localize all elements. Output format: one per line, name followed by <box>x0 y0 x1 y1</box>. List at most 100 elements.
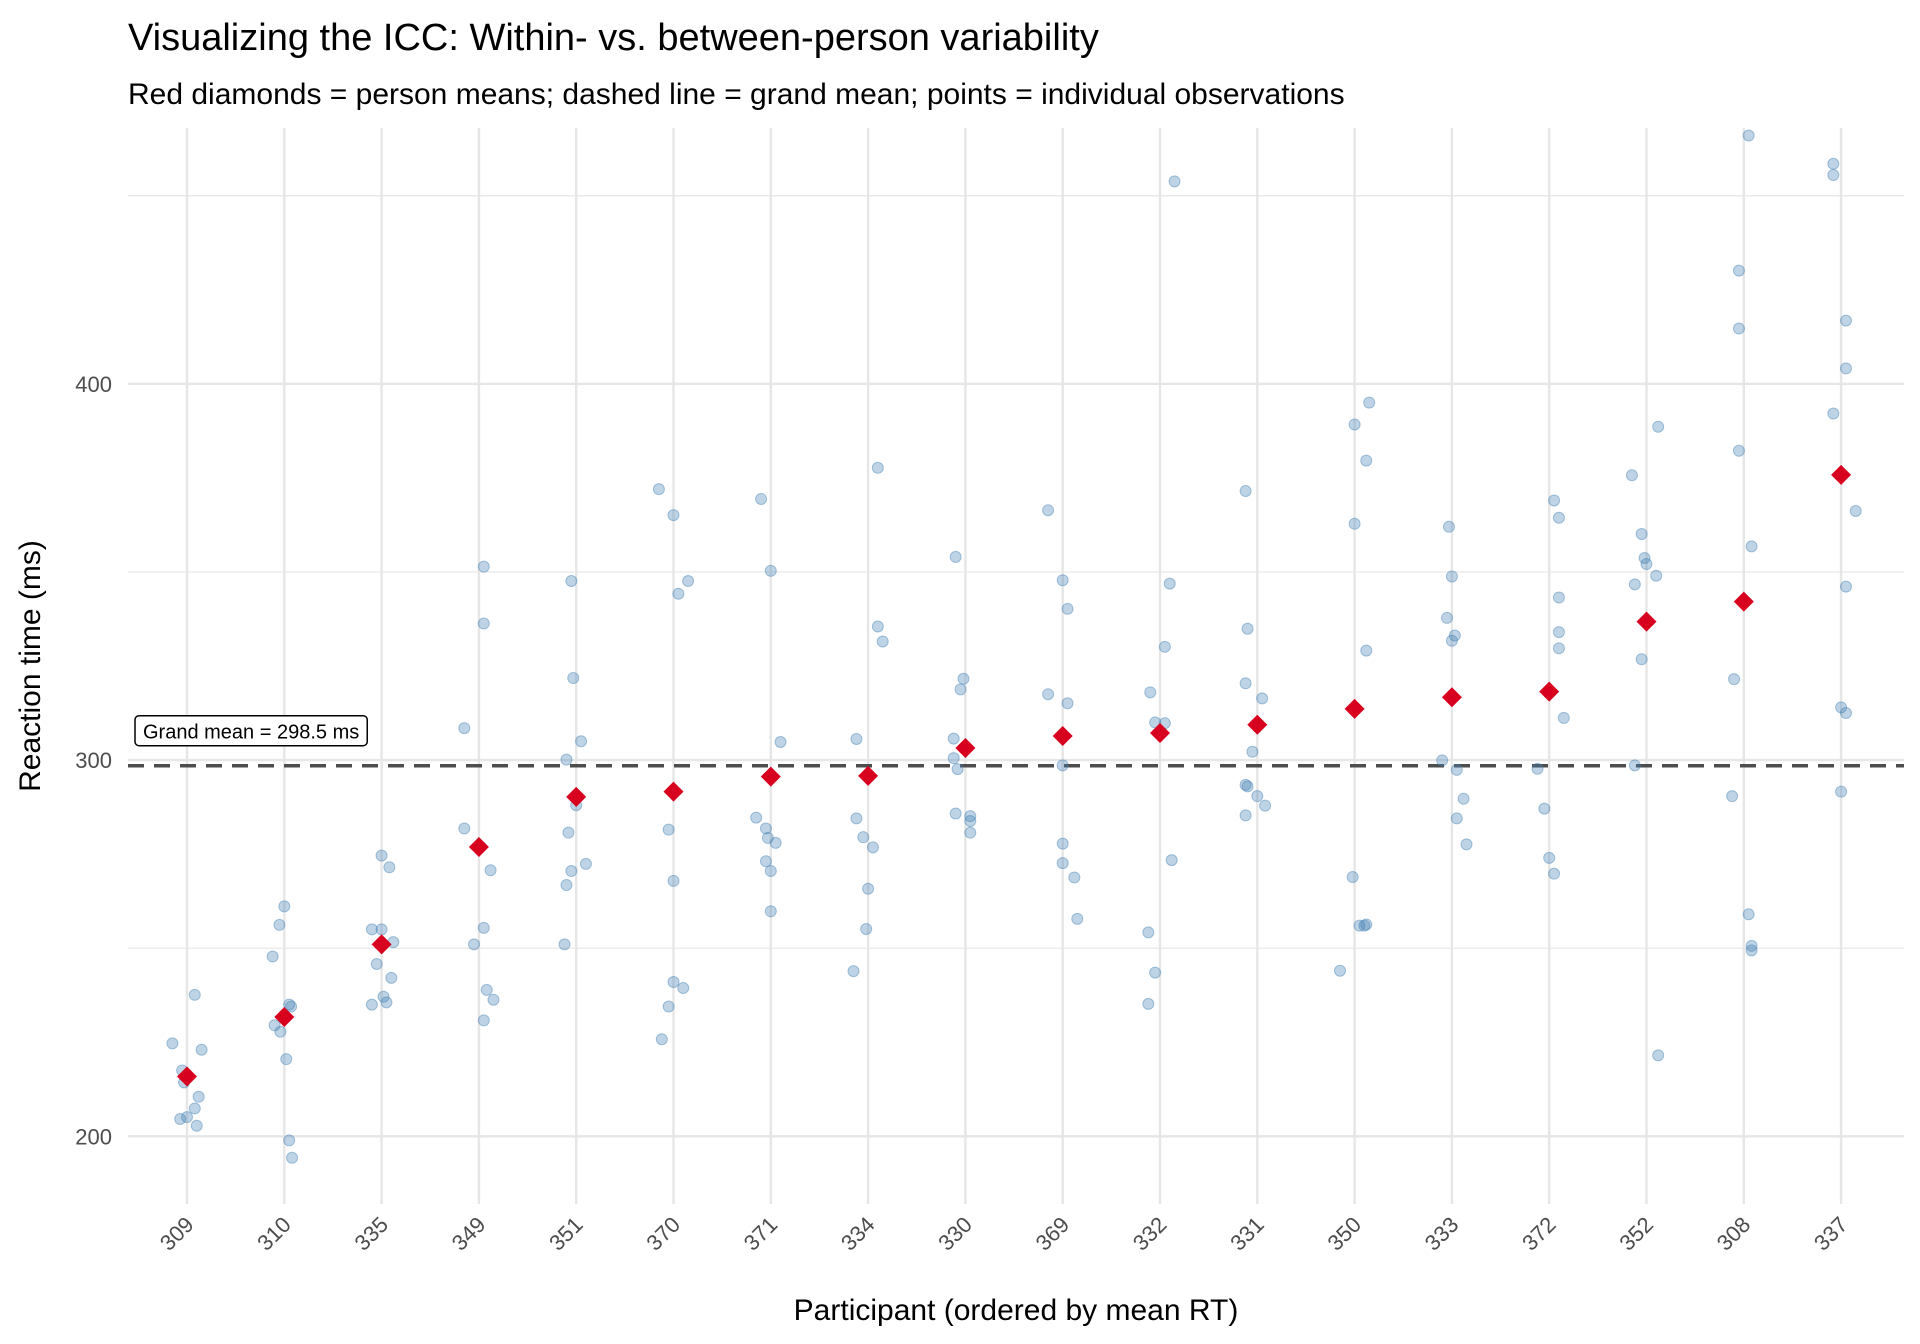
observation-point <box>1839 362 1852 375</box>
observation-point <box>1348 517 1361 530</box>
observation-point <box>560 878 573 891</box>
observation-point <box>1625 469 1638 482</box>
observation-point <box>1835 785 1848 798</box>
observation-point <box>1363 396 1376 409</box>
observation-point <box>947 752 960 765</box>
x-tick-label: 332 <box>1128 1212 1172 1256</box>
y-axis-ticks: 200 300 400 <box>75 372 112 1149</box>
observation-point <box>1640 558 1653 571</box>
observation-point <box>677 982 690 995</box>
observation-point <box>565 574 578 587</box>
observation-point <box>1745 944 1758 957</box>
observation-point <box>477 560 490 573</box>
observation-point <box>558 938 571 951</box>
observation-point <box>166 1037 179 1050</box>
x-tick-label: 310 <box>252 1212 296 1256</box>
person-mean-diamond <box>274 1007 295 1028</box>
observation-point <box>1259 799 1272 812</box>
x-axis-title: Participant (ordered by mean RT) <box>794 1294 1239 1327</box>
observation-point <box>385 971 398 984</box>
observation-point <box>1442 520 1455 533</box>
observation-point <box>579 857 592 870</box>
observation-point <box>375 849 388 862</box>
observation-point <box>1241 780 1254 793</box>
person-mean-diamond <box>1441 687 1462 708</box>
observation-point <box>1538 802 1551 815</box>
observation-point <box>1638 552 1651 565</box>
observation-point <box>1149 966 1162 979</box>
observation-point <box>876 635 889 648</box>
x-tick-label: 335 <box>349 1212 393 1256</box>
observation-point <box>1142 997 1155 1010</box>
observation-point <box>458 822 471 835</box>
observation-point <box>560 753 573 766</box>
x-tick-label: 349 <box>447 1212 491 1256</box>
observation-point <box>1334 964 1347 977</box>
observation-point <box>871 461 884 474</box>
observation-point <box>365 998 378 1011</box>
observation-point <box>964 810 977 823</box>
person-mean-diamond <box>371 934 392 955</box>
observation-point <box>1251 790 1264 803</box>
observation-point <box>1163 577 1176 590</box>
observation-point <box>1827 157 1840 170</box>
observation-point <box>283 1134 296 1147</box>
observation-point <box>1652 1049 1665 1062</box>
observation-point <box>850 732 863 745</box>
observation-point <box>652 483 665 496</box>
observation-point <box>1056 759 1069 772</box>
y-axis-title: Reaction time (ms) <box>14 540 47 792</box>
x-tick-label: 333 <box>1420 1212 1464 1256</box>
observation-point <box>1552 591 1565 604</box>
observation-point <box>285 1000 298 1013</box>
observation-point <box>954 683 967 696</box>
observation-point <box>1450 812 1463 825</box>
observation-point <box>759 822 772 835</box>
observation-point <box>1056 857 1069 870</box>
person-mean-diamond <box>468 836 489 857</box>
observation-point <box>1835 701 1848 714</box>
observation-point <box>847 965 860 978</box>
observation-point <box>1635 653 1648 666</box>
observation-point <box>1165 854 1178 867</box>
observation-point <box>1552 642 1565 655</box>
grand-mean-label-box <box>134 714 368 747</box>
observation-point <box>458 722 471 735</box>
observation-point <box>1144 686 1157 699</box>
observation-point <box>1628 578 1641 591</box>
observation-point <box>672 587 685 600</box>
observation-point <box>1241 622 1254 635</box>
observation-point <box>1168 175 1181 188</box>
observation-point <box>964 826 977 839</box>
observation-point <box>682 574 695 587</box>
observation-point <box>1239 485 1252 498</box>
person-mean-diamond <box>1831 464 1852 485</box>
observation-point <box>383 861 396 874</box>
x-tick-label: 350 <box>1322 1212 1366 1256</box>
person-mean-diamond <box>1344 698 1365 719</box>
observation-point <box>947 732 960 745</box>
observation-point <box>1360 454 1373 467</box>
observation-point <box>188 1102 201 1115</box>
observation-point <box>759 855 772 868</box>
observation-point <box>1436 754 1449 767</box>
observation-point <box>1239 809 1252 822</box>
observation-point <box>1256 692 1269 705</box>
observation-point <box>667 874 680 887</box>
observation-point <box>1742 908 1755 921</box>
person-mean-diamond <box>1247 714 1268 735</box>
x-tick-label: 309 <box>155 1212 199 1256</box>
observation-point <box>1732 444 1745 457</box>
observation-point <box>1460 838 1473 851</box>
observation-point <box>1839 314 1852 327</box>
observation-points <box>166 129 1862 1164</box>
observation-point <box>1142 926 1155 939</box>
person-mean-diamond <box>1733 591 1754 612</box>
observation-point <box>487 993 500 1006</box>
observation-point <box>1531 762 1544 775</box>
x-tick-label: 308 <box>1712 1212 1756 1256</box>
observation-point <box>1726 790 1739 803</box>
observation-point <box>1042 504 1055 517</box>
x-tick-label: 334 <box>836 1212 880 1256</box>
